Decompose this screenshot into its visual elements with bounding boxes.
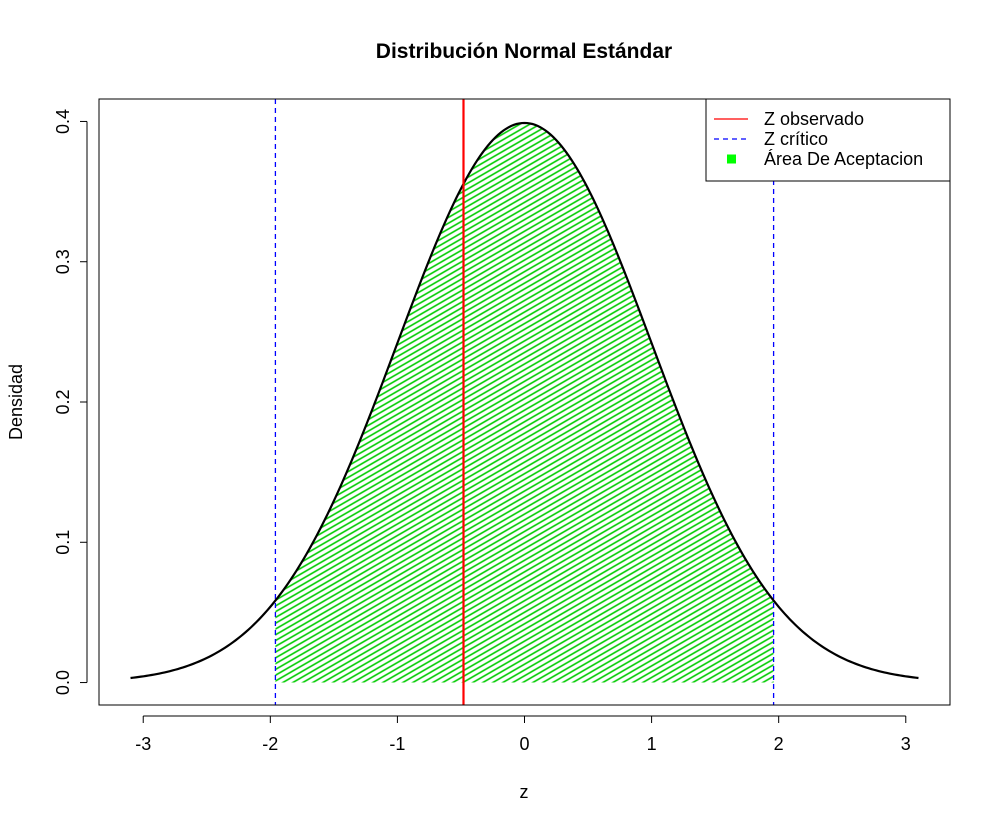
density-curve	[130, 121, 919, 680]
legend-box	[705, 98, 951, 182]
x-tick-label: 0	[519, 734, 529, 754]
legend-label: Área De Aceptacion	[764, 149, 923, 169]
legend-label: Z observado	[764, 109, 864, 129]
acceptance-area	[275, 122, 774, 683]
plot-area	[130, 99, 919, 705]
y-axis: 0.0 0.1 0.2 0.3 0.4	[53, 109, 88, 695]
chart-title: Distribución Normal Estándar	[376, 40, 672, 63]
y-tick-label: 0.3	[53, 249, 73, 274]
x-axis-label: z	[520, 782, 529, 802]
plot-frame	[98, 98, 951, 706]
x-tick-label: -2	[262, 734, 278, 754]
x-axis: -3 -2 -1 0 1 2 3	[135, 715, 911, 754]
y-axis-label: Densidad	[6, 364, 26, 440]
y-tick-label: 0.2	[53, 389, 73, 414]
legend-key	[727, 154, 736, 164]
y-tick-label: 0.0	[53, 670, 73, 695]
y-tick-label: 0.1	[53, 530, 73, 555]
x-tick-label: -1	[389, 734, 405, 754]
x-tick-label: 2	[774, 734, 784, 754]
x-tick-label: 1	[647, 734, 657, 754]
x-tick-label: 3	[901, 734, 911, 754]
y-tick-label: 0.4	[53, 109, 73, 134]
legend-label: Z crítico	[764, 129, 828, 149]
x-tick-label: -3	[135, 734, 151, 754]
